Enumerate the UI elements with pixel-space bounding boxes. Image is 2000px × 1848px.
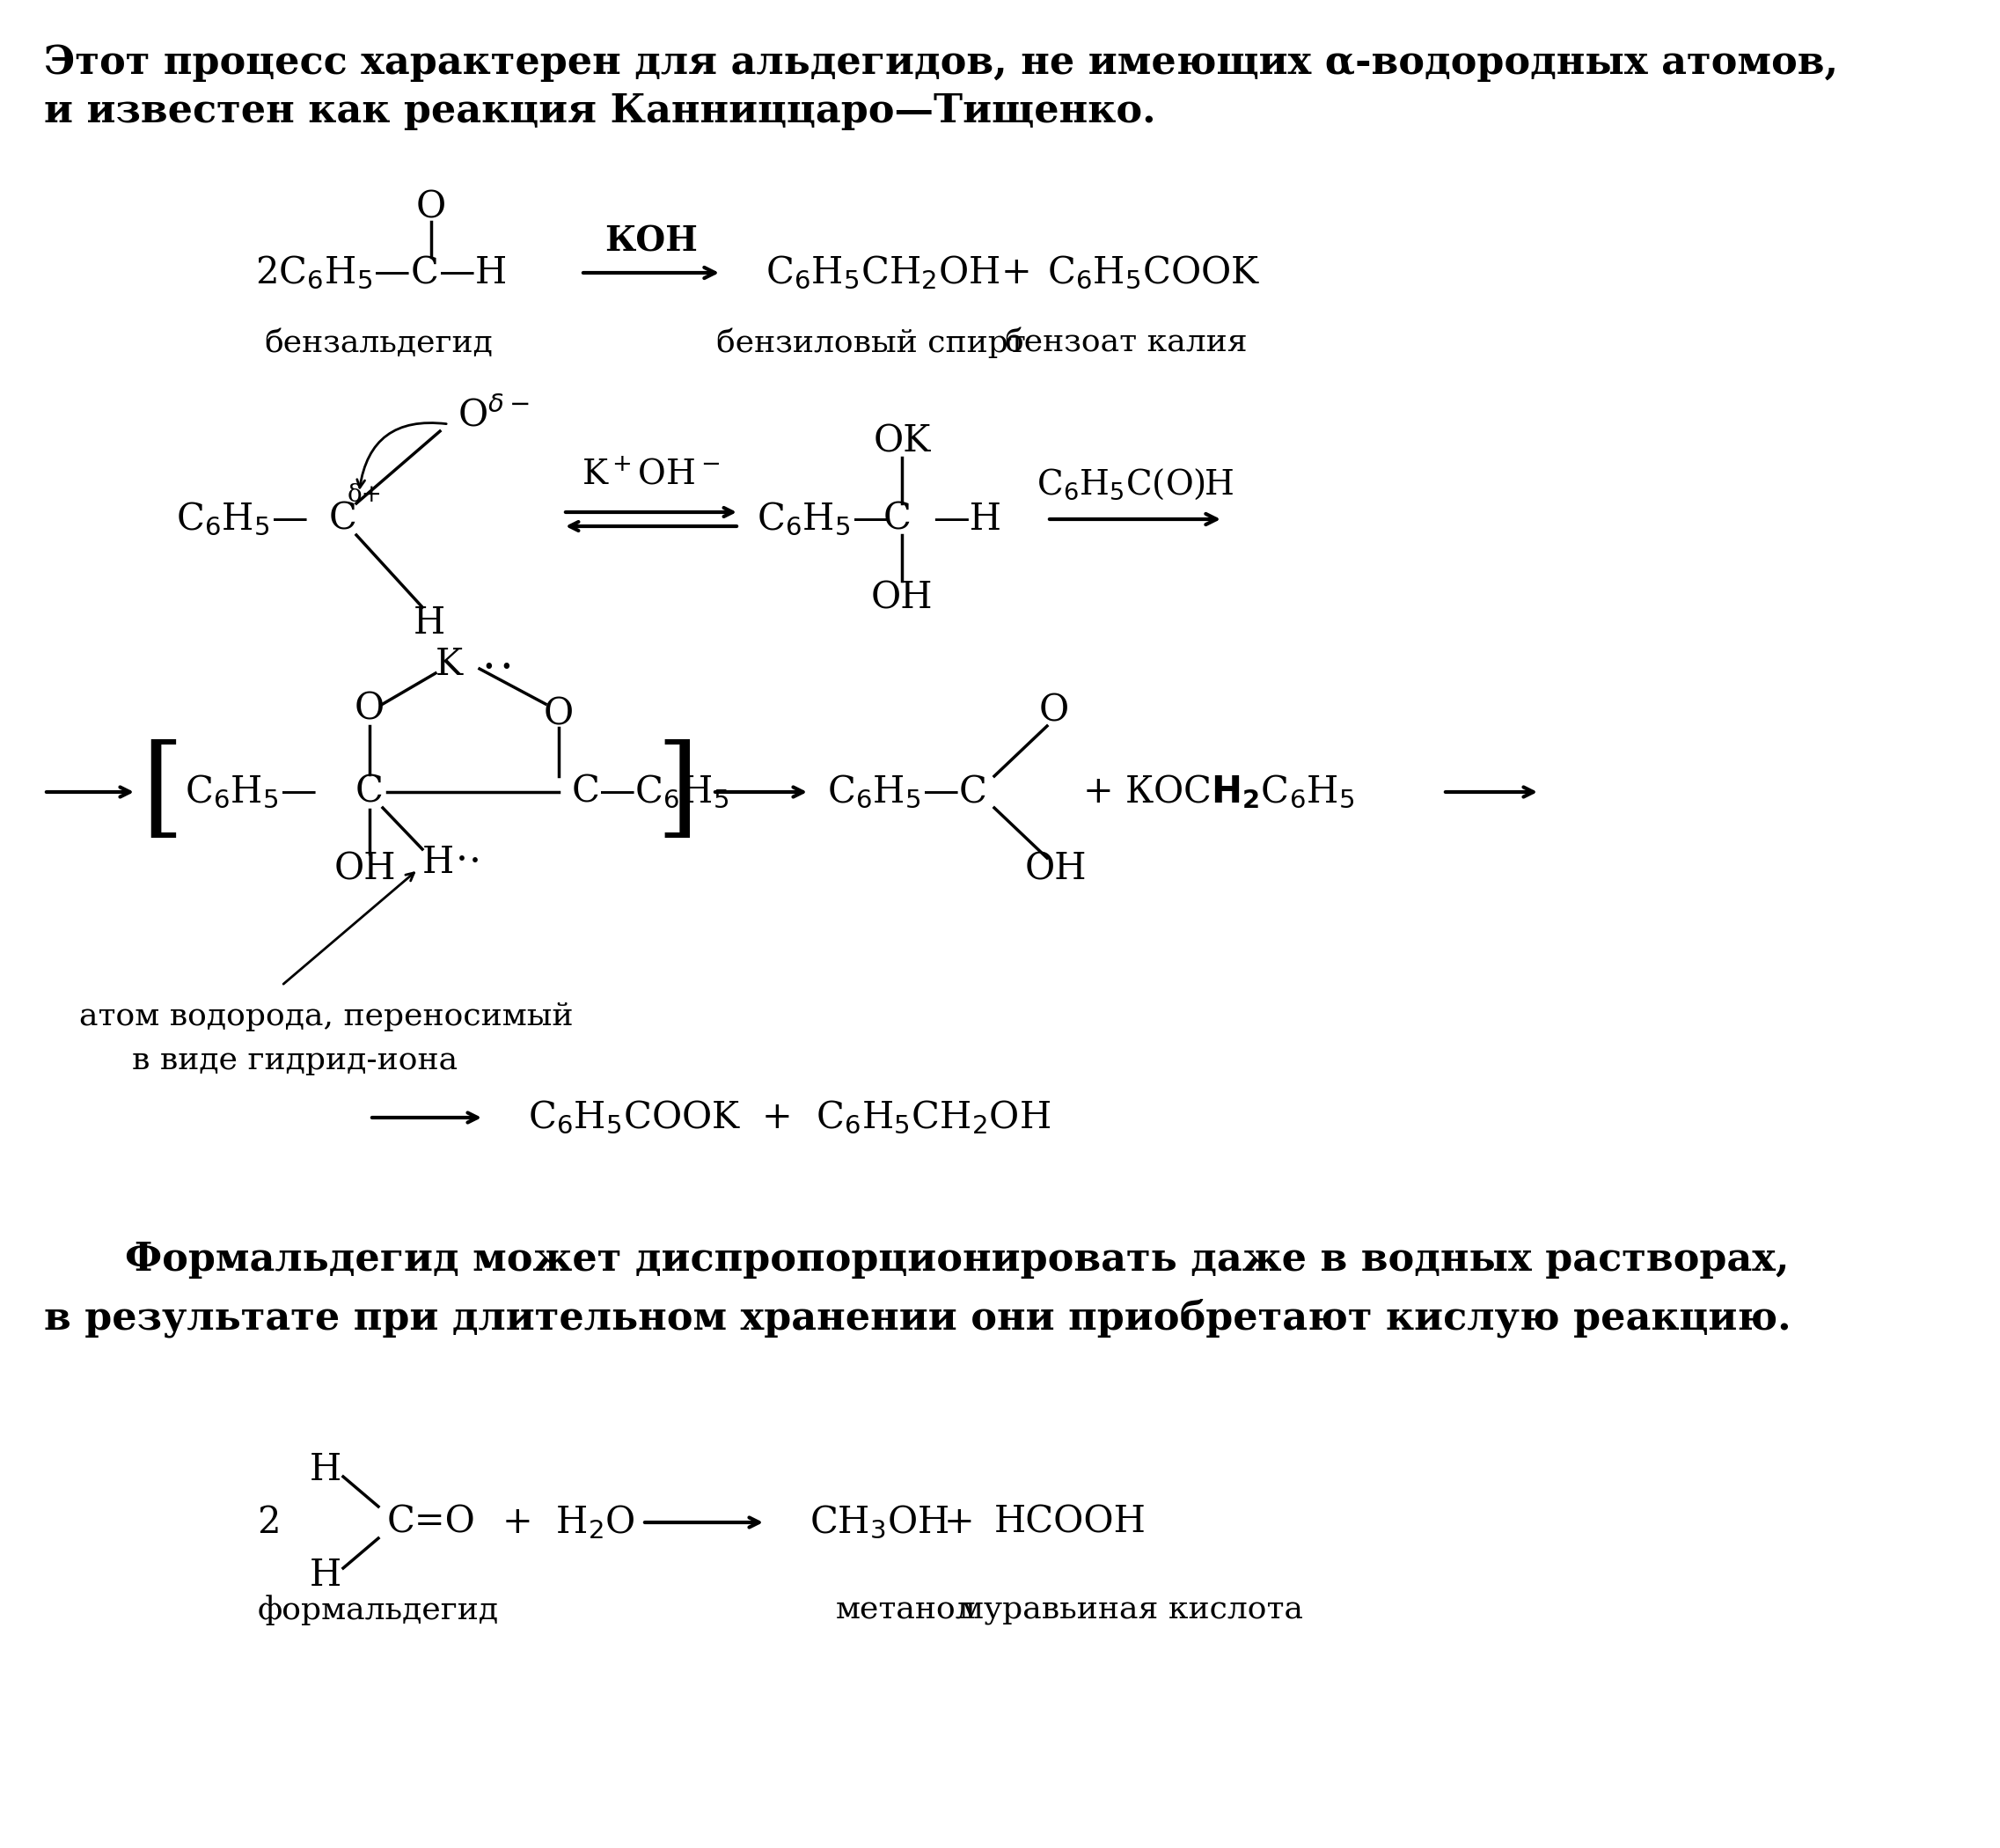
Text: O: O xyxy=(416,188,446,225)
Text: 2: 2 xyxy=(256,1504,280,1541)
Text: C$_6$H$_5$—: C$_6$H$_5$— xyxy=(756,501,888,538)
Text: ·: · xyxy=(498,647,512,691)
Text: бензальдегид: бензальдегид xyxy=(264,329,492,359)
Text: C$_6$H$_5$—: C$_6$H$_5$— xyxy=(184,774,316,811)
Text: формальдегид: формальдегид xyxy=(258,1595,498,1626)
Text: C$_6$H$_5$—C: C$_6$H$_5$—C xyxy=(828,774,986,811)
Text: Этот процесс характерен для альдегидов, не имеющих α-водородных атомов,: Этот процесс характерен для альдегидов, … xyxy=(44,44,1838,81)
Text: и известен как реакция Канниццаро—Тищенко.: и известен как реакция Канниццаро—Тищенк… xyxy=(44,92,1156,129)
Text: K$^+$OH$^-$: K$^+$OH$^-$ xyxy=(582,458,720,492)
Text: +  H$_2$O: + H$_2$O xyxy=(502,1504,634,1541)
Text: [: [ xyxy=(142,739,184,845)
Text: 2C$_6$H$_5$—C—H: 2C$_6$H$_5$—C—H xyxy=(256,255,506,292)
Text: OH: OH xyxy=(1024,850,1086,887)
Text: Формальдегид может диспропорционировать даже в водных растворах,: Формальдегид может диспропорционировать … xyxy=(70,1240,1790,1279)
Text: C: C xyxy=(356,774,384,811)
Text: ·: · xyxy=(456,841,468,880)
Text: C: C xyxy=(330,501,358,538)
Text: HCOOH: HCOOH xyxy=(994,1504,1146,1541)
Text: O$^{\delta-}$: O$^{\delta-}$ xyxy=(458,397,530,434)
Text: ·: · xyxy=(468,843,482,881)
Text: ]: ] xyxy=(656,739,698,845)
Text: метанол: метанол xyxy=(836,1595,976,1626)
Text: C=O: C=O xyxy=(388,1504,476,1541)
Text: C: C xyxy=(572,774,600,811)
Text: H: H xyxy=(414,604,446,641)
Text: C$_6$H$_5$C(O)H: C$_6$H$_5$C(O)H xyxy=(1036,466,1234,501)
Text: C: C xyxy=(884,501,912,538)
Text: δ+: δ+ xyxy=(348,482,382,506)
Text: —C$_6$H$_5$: —C$_6$H$_5$ xyxy=(598,774,728,811)
Text: C$_6$H$_5$CH$_2$OH: C$_6$H$_5$CH$_2$OH xyxy=(766,255,1000,292)
Text: бензоат калия: бензоат калия xyxy=(1006,329,1248,359)
Text: C$_6$H$_5$COOK: C$_6$H$_5$COOK xyxy=(1048,255,1260,292)
Text: —H: —H xyxy=(932,501,1002,538)
Text: в результате при длительном хранении они приобретают кислую реакцию.: в результате при длительном хранении они… xyxy=(44,1297,1792,1338)
Text: атом водорода, переносимый: атом водорода, переносимый xyxy=(80,1002,574,1031)
Text: ·: · xyxy=(482,647,496,691)
Text: H: H xyxy=(310,1451,342,1488)
Text: в виде гидрид-иона: в виде гидрид-иона xyxy=(132,1046,458,1076)
Text: OH: OH xyxy=(334,850,396,887)
Text: C$_6$H$_5$—: C$_6$H$_5$— xyxy=(176,501,308,538)
Text: O: O xyxy=(354,689,384,726)
Text: OH: OH xyxy=(870,580,932,617)
Text: OK: OK xyxy=(874,423,930,460)
Text: K: K xyxy=(436,647,462,684)
Text: H: H xyxy=(422,845,454,881)
Text: O: O xyxy=(1040,693,1070,730)
Text: +: + xyxy=(1000,255,1032,292)
Text: C$_6$H$_5$COOK  +  C$_6$H$_5$CH$_2$OH: C$_6$H$_5$COOK + C$_6$H$_5$CH$_2$OH xyxy=(528,1100,1050,1137)
Text: CH$_3$OH: CH$_3$OH xyxy=(810,1504,948,1541)
Text: H: H xyxy=(310,1556,342,1593)
Text: КОН: КОН xyxy=(604,225,698,259)
Text: O: O xyxy=(544,697,574,734)
Text: + КОС$\mathbf{H_2}$C$_6$H$_5$: + КОС$\mathbf{H_2}$C$_6$H$_5$ xyxy=(1082,774,1354,811)
Text: бензиловый спирт: бензиловый спирт xyxy=(716,329,1026,359)
Text: +: + xyxy=(944,1504,974,1541)
Text: муравьиная кислота: муравьиная кислота xyxy=(960,1595,1304,1626)
